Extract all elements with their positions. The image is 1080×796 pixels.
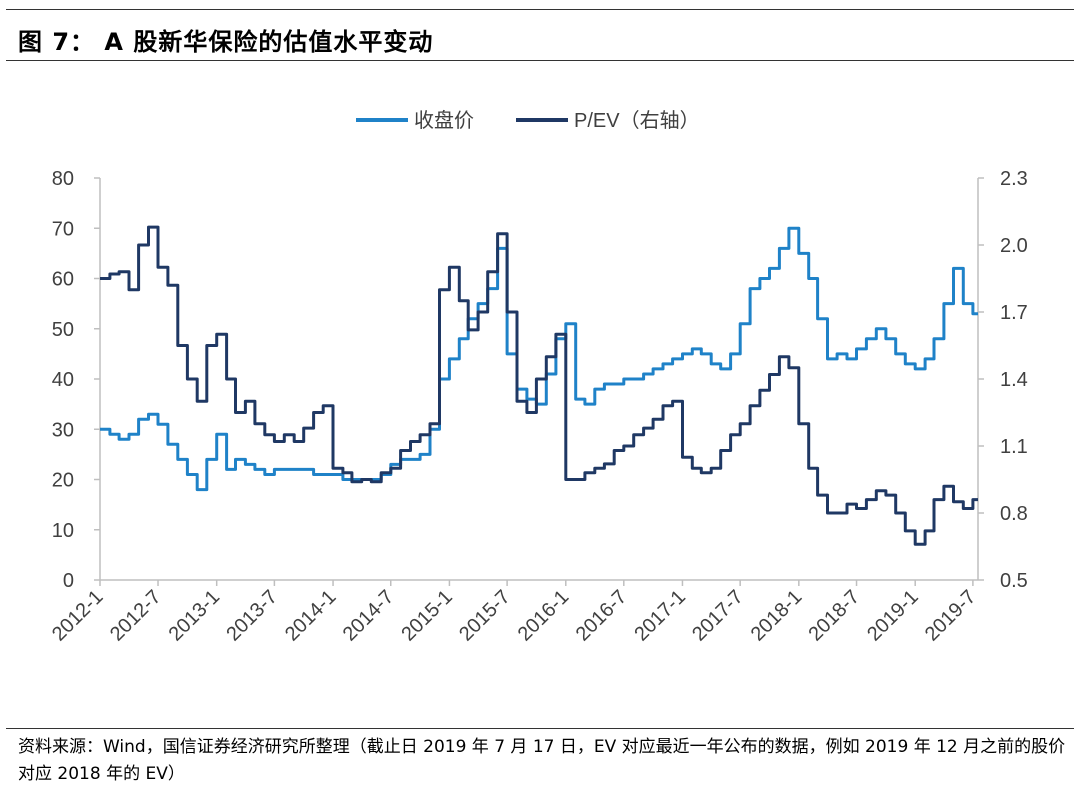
x-tick-label: 2016-7 <box>572 586 632 646</box>
legend-label-close-price: 收盘价 <box>414 109 474 132</box>
bottom-rule <box>6 728 1074 729</box>
left-y-tick-label: 60 <box>52 269 74 291</box>
x-tick-label: 2012-1 <box>48 586 108 646</box>
right-y-tick-label: 1.1 <box>1000 436 1028 458</box>
legend-label-pev: P/EV（右轴） <box>574 109 700 132</box>
top-rule <box>6 9 1074 10</box>
x-tick-label: 2017-1 <box>630 586 690 646</box>
x-tick-label: 2016-1 <box>514 586 574 646</box>
x-tick-label: 2013-1 <box>165 586 225 646</box>
x-tick-label: 2018-7 <box>804 586 864 646</box>
x-tick-label: 2019-1 <box>863 586 923 646</box>
left-y-tick-label: 0 <box>63 570 74 592</box>
right-y-tick-label: 2.3 <box>1000 168 1028 190</box>
right-y-tick-label: 1.7 <box>1000 302 1028 324</box>
x-tick-label: 2017-7 <box>688 586 748 646</box>
series-line-pev <box>100 225 978 546</box>
x-tick-label: 2018-1 <box>747 586 807 646</box>
right-y-tick-label: 1.4 <box>1000 369 1028 391</box>
right-y-tick-label: 0.8 <box>1000 503 1028 525</box>
left-y-tick-label: 70 <box>52 218 74 240</box>
title-rule <box>6 60 1074 61</box>
x-tick-label: 2013-7 <box>222 586 282 646</box>
left-y-tick-label: 80 <box>52 168 74 190</box>
left-y-tick-label: 40 <box>52 369 74 391</box>
figure-title: 图 7： A 股新华保险的估值水平变动 <box>18 28 434 56</box>
left-y-tick-label: 50 <box>52 319 74 341</box>
source-footnote: 资料来源：Wind，国信证券经济研究所整理（截止日 2019 年 7 月 17 … <box>18 737 1066 784</box>
right-y-tick-label: 2.0 <box>1000 235 1028 257</box>
left-y-tick-label: 30 <box>52 419 74 441</box>
left-y-tick-label: 20 <box>52 470 74 492</box>
x-tick-label: 2012-7 <box>106 586 166 646</box>
x-tick-label: 2014-1 <box>281 586 341 646</box>
series-line-close-price <box>100 226 978 492</box>
left-y-tick-label: 10 <box>52 520 74 542</box>
right-y-tick-label: 0.5 <box>1000 570 1028 592</box>
x-tick-label: 2019-7 <box>921 586 981 646</box>
x-tick-label: 2015-1 <box>397 586 457 646</box>
x-tick-label: 2015-7 <box>455 586 515 646</box>
x-tick-label: 2014-7 <box>339 586 399 646</box>
chart-svg: 0 10 20 30 40 50 60 70 80 0.5 0.8 1.1 1.4 1.7 2.0 2.3 20… <box>48 109 1028 646</box>
